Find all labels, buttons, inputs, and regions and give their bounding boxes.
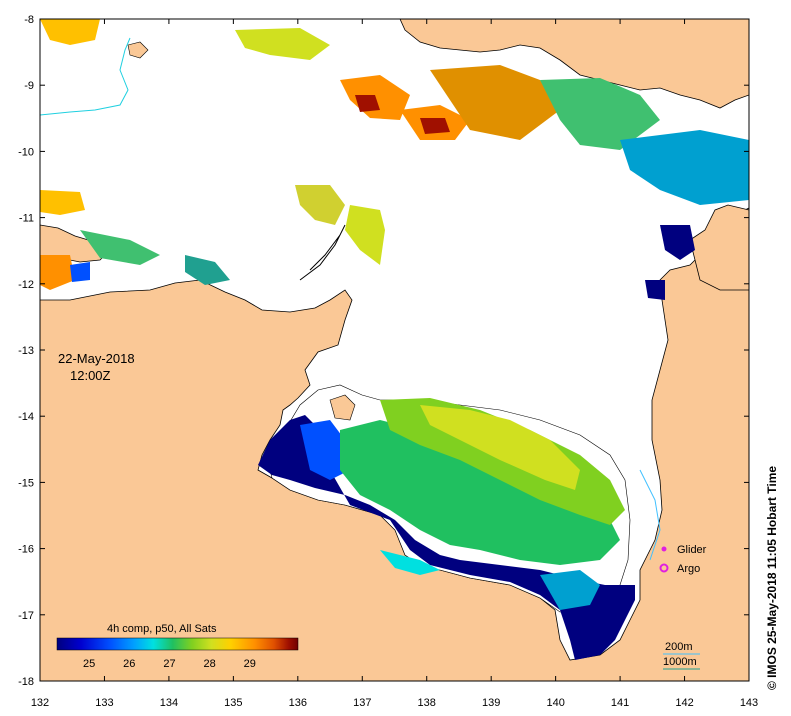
colorbar-tick-label: 28 <box>204 658 216 670</box>
y-tick-label: -12 <box>18 279 34 291</box>
y-axis: -8 -9 -10 -11 -12 -13 -14 -15 -16 -17 -18 <box>18 14 749 688</box>
contour-200m-label: 200m <box>665 641 693 653</box>
colorbar: 4h comp, p50, All Sats 25 26 27 28 29 <box>56 623 299 670</box>
y-tick-label: -8 <box>24 14 34 26</box>
y-tick-label: -10 <box>18 146 34 158</box>
y-tick-label: -16 <box>18 544 34 556</box>
y-tick-label: -11 <box>19 213 34 225</box>
contour-200m <box>639 469 661 561</box>
date-label: 22-May-2018 <box>58 351 135 366</box>
x-tick-label: 142 <box>675 697 693 709</box>
y-tick-label: -14 <box>18 411 34 423</box>
sst-patches-gulf <box>258 398 635 660</box>
x-tick-label: 139 <box>482 697 500 709</box>
colorbar-title: 4h comp, p50, All Sats <box>107 623 217 635</box>
sst-patches-north <box>40 19 749 300</box>
x-tick-label: 136 <box>289 697 307 709</box>
y-tick-label: -9 <box>24 80 34 92</box>
x-tick-label: 141 <box>611 697 629 709</box>
contour-1000m-label: 1000m <box>663 656 697 668</box>
colorbar-tick-label: 25 <box>83 658 95 670</box>
land-new-guinea <box>399 19 749 109</box>
y-tick-label: -17 <box>18 610 34 622</box>
y-tick-label: -13 <box>18 345 34 357</box>
coast-detail <box>299 224 346 281</box>
colorbar-tick-label: 29 <box>244 658 256 670</box>
argo-marker-icon <box>659 563 669 573</box>
x-tick-label: 138 <box>418 697 436 709</box>
argo-label: Argo <box>677 563 700 575</box>
x-tick-label: 133 <box>95 697 113 709</box>
x-tick-label: 134 <box>160 697 178 709</box>
x-tick-label: 140 <box>546 697 564 709</box>
land-groote-island <box>329 394 356 421</box>
y-tick-label: -15 <box>18 477 34 489</box>
glider-marker-icon <box>661 546 667 552</box>
x-tick-label: 137 <box>353 697 371 709</box>
contour-legend: 200m 1000m <box>663 641 700 670</box>
river-line <box>40 37 131 116</box>
colorbar-ticks: 25 26 27 28 29 <box>83 658 256 670</box>
platform-legend: Glider Argo <box>659 544 707 575</box>
x-tick-label: 132 <box>31 697 49 709</box>
colorbar-tick-label: 26 <box>123 658 135 670</box>
colorbar-tick-label: 27 <box>163 658 175 670</box>
glider-label: Glider <box>677 544 707 556</box>
land-island-nw <box>127 41 149 59</box>
credit-text: © IMOS 25-May-2018 11:05 Hobart Time <box>765 465 779 690</box>
x-axis: 132 133 134 135 136 137 138 139 140 141 142 143 <box>31 19 758 709</box>
colorbar-gradient <box>56 637 299 651</box>
y-tick-label: -18 <box>18 676 34 688</box>
time-label: 12:00Z <box>70 368 111 383</box>
x-tick-label: 143 <box>740 697 758 709</box>
land-cape-york-tip <box>689 204 749 291</box>
x-tick-label: 135 <box>224 697 242 709</box>
